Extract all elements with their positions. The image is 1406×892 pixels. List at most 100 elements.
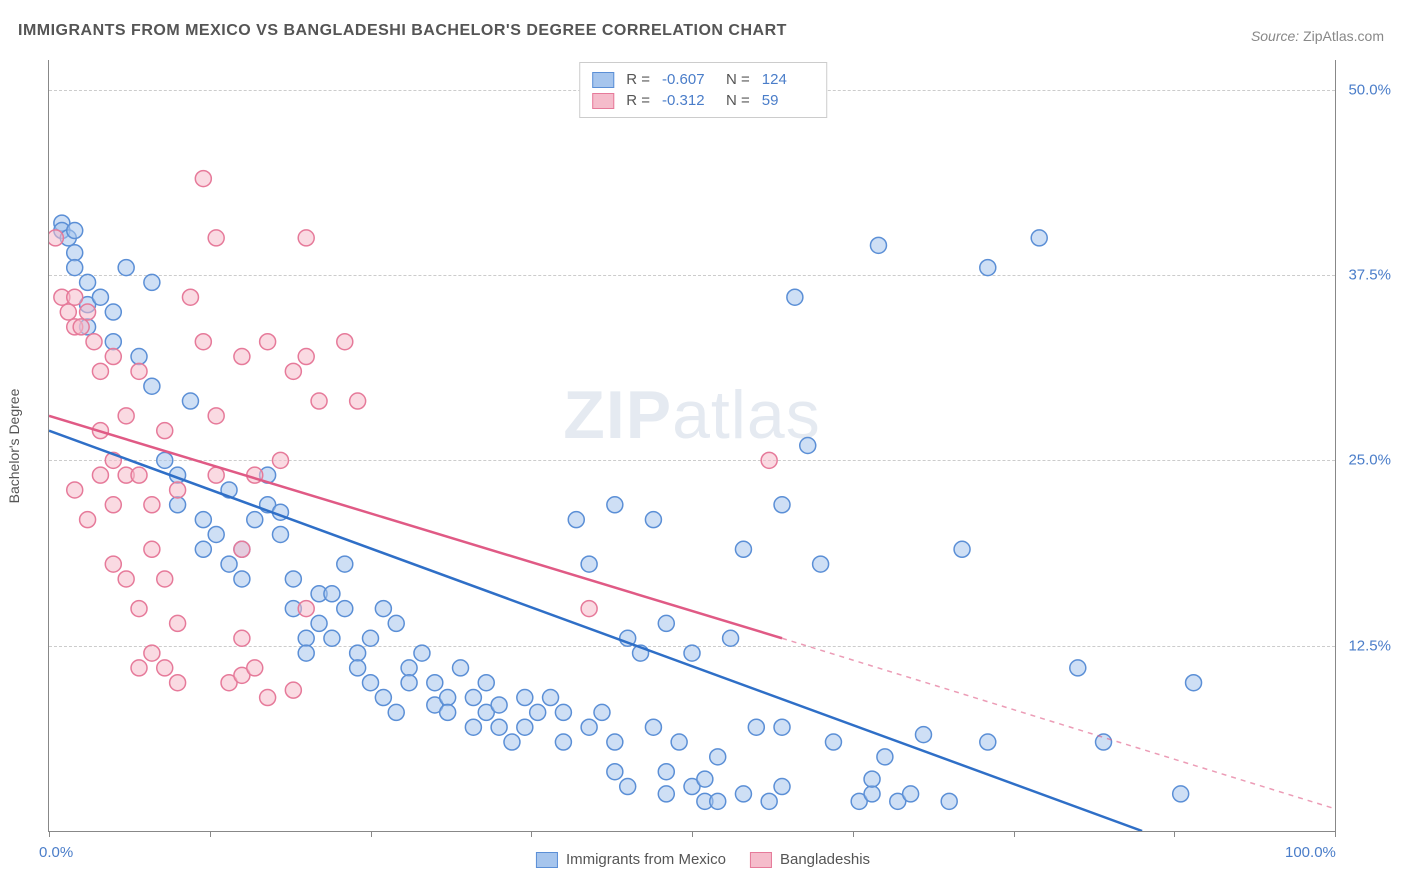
data-point (440, 690, 456, 706)
data-point (748, 719, 764, 735)
data-point (60, 304, 76, 320)
data-point (710, 749, 726, 765)
data-point (298, 645, 314, 661)
data-point (581, 556, 597, 572)
xtick-label: 100.0% (1285, 844, 1336, 861)
data-point (723, 630, 739, 646)
data-point (80, 512, 96, 528)
data-point (401, 675, 417, 691)
data-point (903, 786, 919, 802)
data-point (144, 541, 160, 557)
data-point (234, 571, 250, 587)
xtick (1335, 831, 1336, 837)
data-point (118, 260, 134, 276)
data-point (157, 452, 173, 468)
data-point (825, 734, 841, 750)
data-point (671, 734, 687, 750)
data-point (272, 526, 288, 542)
data-point (555, 704, 571, 720)
data-point (234, 630, 250, 646)
data-point (170, 615, 186, 631)
ytick-label: 12.5% (1348, 637, 1391, 654)
data-point (568, 512, 584, 528)
data-point (684, 645, 700, 661)
xtick (210, 831, 211, 837)
data-point (298, 630, 314, 646)
legend-stats-row-0: R = -0.607 N = 124 (592, 69, 814, 90)
data-point (131, 601, 147, 617)
data-point (208, 408, 224, 424)
xtick (692, 831, 693, 837)
data-point (285, 363, 301, 379)
data-point (157, 423, 173, 439)
chart-title: IMMIGRANTS FROM MEXICO VS BANGLADESHI BA… (18, 22, 787, 40)
data-point (1070, 660, 1086, 676)
data-point (67, 482, 83, 498)
data-point (414, 645, 430, 661)
data-point (298, 230, 314, 246)
data-point (221, 556, 237, 572)
data-point (49, 230, 63, 246)
data-point (427, 675, 443, 691)
data-point (774, 779, 790, 795)
data-point (105, 304, 121, 320)
data-point (337, 601, 353, 617)
data-point (105, 556, 121, 572)
data-point (735, 786, 751, 802)
data-point (195, 512, 211, 528)
data-point (67, 223, 83, 239)
legend-series-item-0: Immigrants from Mexico (536, 851, 726, 868)
data-point (92, 289, 108, 305)
data-point (363, 630, 379, 646)
legend-series-label-1: Bangladeshis (780, 851, 870, 868)
data-point (86, 334, 102, 350)
data-point (350, 660, 366, 676)
data-point (337, 334, 353, 350)
data-point (67, 289, 83, 305)
legend-n-value-0: 124 (762, 71, 814, 88)
xtick (853, 831, 854, 837)
data-point (543, 690, 559, 706)
data-point (954, 541, 970, 557)
data-point (800, 438, 816, 454)
legend-n-value-1: 59 (762, 92, 814, 109)
data-point (864, 771, 880, 787)
data-point (170, 497, 186, 513)
source-label: Source: (1251, 28, 1299, 44)
data-point (440, 704, 456, 720)
data-point (272, 452, 288, 468)
plot-svg (49, 60, 1335, 831)
data-point (375, 601, 391, 617)
data-point (941, 793, 957, 809)
data-point (298, 349, 314, 365)
data-point (260, 690, 276, 706)
data-point (658, 764, 674, 780)
data-point (247, 660, 263, 676)
data-point (260, 334, 276, 350)
trend-line (49, 431, 1142, 831)
legend-n-label-0: N = (726, 71, 750, 88)
data-point (915, 727, 931, 743)
data-point (620, 779, 636, 795)
data-point (504, 734, 520, 750)
data-point (285, 571, 301, 587)
data-point (144, 274, 160, 290)
legend-stats: R = -0.607 N = 124 R = -0.312 N = 59 (579, 62, 827, 118)
data-point (453, 660, 469, 676)
data-point (555, 734, 571, 750)
legend-series: Immigrants from Mexico Bangladeshis (536, 851, 870, 868)
data-point (247, 512, 263, 528)
data-point (105, 349, 121, 365)
legend-series-swatch-0 (536, 852, 558, 868)
data-point (401, 660, 417, 676)
data-point (607, 734, 623, 750)
data-point (195, 541, 211, 557)
data-point (157, 660, 173, 676)
data-point (131, 467, 147, 483)
data-point (478, 675, 494, 691)
data-point (388, 704, 404, 720)
xtick (371, 831, 372, 837)
legend-stats-row-1: R = -0.312 N = 59 (592, 90, 814, 111)
data-point (350, 645, 366, 661)
data-point (491, 697, 507, 713)
